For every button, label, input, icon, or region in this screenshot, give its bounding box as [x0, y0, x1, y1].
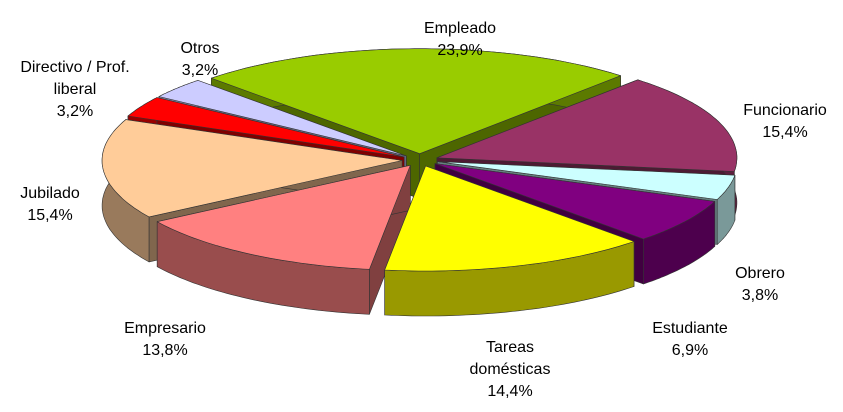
category-name: Obrero	[735, 265, 785, 282]
value-label: 3,2%	[56, 103, 94, 120]
category-name: Estudiante	[652, 320, 728, 337]
value-label: 3,2%	[181, 62, 219, 79]
slice-top	[156, 165, 411, 270]
value-label: 15,4%	[27, 207, 73, 224]
slice-label: Directivo / Prof. liberal 3,2%	[15, 57, 135, 123]
slice-top	[384, 165, 635, 272]
category-name: Jubilado	[20, 185, 80, 202]
slice-top	[127, 97, 405, 158]
value-label: 13,8%	[142, 342, 188, 359]
slice-label: Jubilado 15,4%	[0, 183, 125, 227]
slice-label: Funcionario 15,4%	[710, 100, 843, 144]
value-label: 23,9%	[437, 42, 483, 59]
value-label: 14,4%	[487, 383, 533, 400]
slice-label: Empleado 23,9%	[385, 18, 535, 62]
slice	[156, 165, 411, 315]
value-label: 15,4%	[762, 124, 808, 141]
slice-top	[434, 163, 716, 240]
slice-label: Obrero 3,8%	[685, 263, 835, 307]
slice-top	[436, 79, 738, 172]
category-name: Directivo / Prof. liberal	[20, 59, 130, 98]
slice-label: Tareas domésticas 14,4%	[450, 337, 570, 403]
category-name: Funcionario	[743, 102, 827, 119]
slice-top	[158, 80, 407, 157]
category-name: Tareas domésticas	[469, 339, 551, 378]
category-name: Empleado	[423, 20, 497, 37]
value-label: 6,9%	[671, 342, 709, 359]
slice	[384, 165, 635, 317]
slice-top	[101, 119, 403, 218]
slice-top	[211, 48, 621, 154]
slice-label: Otros 3,2%	[125, 38, 275, 82]
category-name: Empresario	[124, 320, 206, 337]
slice-label: Estudiante 6,9%	[615, 318, 765, 362]
value-label: 3,8%	[741, 287, 779, 304]
slice-label: Empresario 13,8%	[90, 318, 240, 362]
category-name: Otros	[180, 40, 220, 57]
slice-top	[437, 161, 736, 200]
